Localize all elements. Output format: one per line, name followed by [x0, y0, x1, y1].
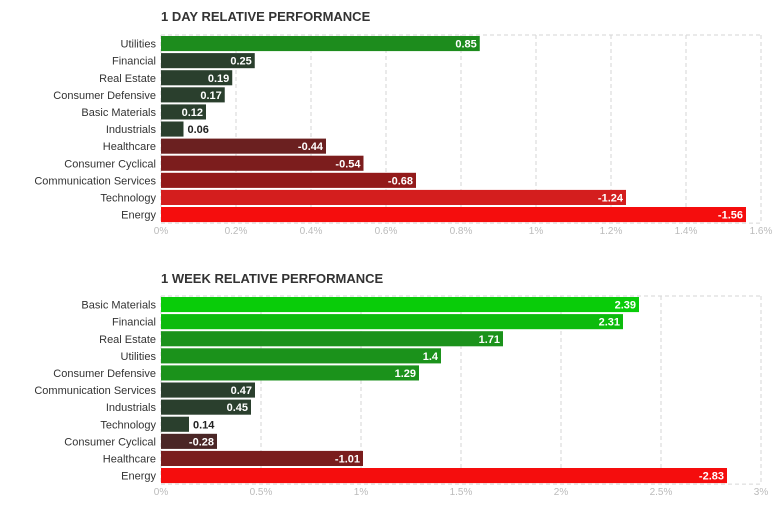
category-label: Utilities	[121, 351, 157, 363]
value-label: 1.71	[479, 334, 500, 346]
week-chart-plot: 0% 0.5% 1% 1.5% 2% 2.5% 3% Basic Materials 2.39 F…	[34, 295, 769, 498]
x-tick-label: 3%	[754, 487, 769, 498]
category-label: Technology	[100, 192, 156, 204]
bar	[161, 138, 326, 154]
value-label: 0.14	[193, 419, 215, 431]
value-label: 0.06	[188, 124, 209, 136]
category-label: Consumer Cyclical	[64, 436, 156, 448]
week-performance-chart: 1 WEEK RELATIVE PERFORMANCE 0% 0.5% 1% 1.5%…	[34, 271, 768, 498]
category-label: Energy	[121, 210, 156, 222]
value-label: -1.01	[335, 453, 360, 465]
category-label: Consumer Defensive	[53, 90, 156, 102]
bar	[161, 433, 217, 449]
x-tick-label: 1.4%	[675, 226, 698, 237]
value-label: 0.25	[230, 56, 251, 68]
bar	[161, 104, 206, 120]
x-tick-label: 0.6%	[375, 226, 398, 237]
x-tick-label: 1%	[354, 487, 369, 498]
bar	[161, 87, 225, 103]
bar	[161, 189, 626, 205]
x-tick-label: 1.6%	[750, 226, 773, 237]
category-label: Energy	[121, 471, 156, 483]
category-label: Utilities	[121, 39, 157, 51]
x-tick-label: 1.2%	[600, 226, 623, 237]
bar	[161, 121, 184, 137]
category-label: Real Estate	[99, 334, 156, 346]
value-label: 0.47	[231, 385, 252, 397]
x-tick-label: 0.8%	[450, 226, 473, 237]
bar	[161, 450, 363, 466]
category-label: Industrials	[106, 402, 157, 414]
bar	[161, 155, 364, 171]
bar	[161, 314, 623, 330]
x-tick-label: 2%	[554, 487, 569, 498]
bar	[161, 416, 189, 432]
bar	[161, 297, 639, 313]
bar	[161, 36, 480, 52]
x-tick-label: 2.5%	[650, 487, 673, 498]
value-label: -1.56	[718, 210, 743, 222]
week-chart-title: 1 WEEK RELATIVE PERFORMANCE	[161, 271, 384, 286]
category-label: Technology	[100, 419, 156, 431]
category-label: Industrials	[106, 124, 157, 136]
bar	[161, 382, 255, 398]
bar	[161, 207, 746, 223]
value-label: -0.28	[189, 436, 214, 448]
value-label: 0.85	[455, 39, 476, 51]
category-label: Healthcare	[103, 141, 156, 153]
bar	[161, 331, 503, 347]
category-label: Healthcare	[103, 453, 156, 465]
value-label: -0.54	[335, 158, 361, 170]
value-label: -0.68	[388, 175, 413, 187]
value-label: 0.12	[182, 107, 203, 119]
category-label: Communication Services	[34, 385, 156, 397]
day-chart-plot: 0% 0.2% 0.4% 0.6% 0.8% 1% 1.2% 1.4% 1.6% Utilitie…	[34, 34, 773, 237]
x-tick-label: 0.2%	[225, 226, 248, 237]
category-label: Consumer Cyclical	[64, 158, 156, 170]
category-label: Communication Services	[34, 175, 156, 187]
x-tick-label: 0%	[154, 226, 169, 237]
bar	[161, 70, 233, 86]
value-label: 1.29	[395, 368, 416, 380]
category-label: Basic Materials	[81, 300, 156, 312]
bar	[161, 172, 416, 188]
x-tick-label: 0.5%	[250, 487, 273, 498]
value-label: 1.4	[423, 351, 439, 363]
x-tick-label: 0.4%	[300, 226, 323, 237]
category-label: Financial	[112, 317, 156, 329]
category-label: Real Estate	[99, 73, 156, 85]
value-label: -0.44	[298, 141, 324, 153]
bar	[161, 365, 419, 381]
bar	[161, 348, 441, 364]
value-label: 0.19	[208, 73, 229, 85]
bar	[161, 468, 727, 484]
value-label: -1.24	[598, 192, 624, 204]
x-tick-label: 1%	[529, 226, 544, 237]
value-label: 0.45	[227, 402, 248, 414]
value-label: 2.31	[599, 317, 620, 329]
category-label: Basic Materials	[81, 107, 156, 119]
value-label: -2.83	[699, 471, 724, 483]
day-performance-chart: 1 DAY RELATIVE PERFORMANCE 0% 0.2% 0.4% 0.6…	[34, 9, 772, 237]
bar	[161, 399, 251, 415]
category-label: Consumer Defensive	[53, 368, 156, 380]
x-tick-label: 1.5%	[450, 487, 473, 498]
value-label: 0.17	[200, 90, 221, 102]
category-label: Financial	[112, 56, 156, 68]
bar	[161, 53, 255, 69]
x-tick-label: 0%	[154, 487, 169, 498]
day-chart-title: 1 DAY RELATIVE PERFORMANCE	[161, 9, 371, 24]
value-label: 2.39	[615, 300, 636, 312]
